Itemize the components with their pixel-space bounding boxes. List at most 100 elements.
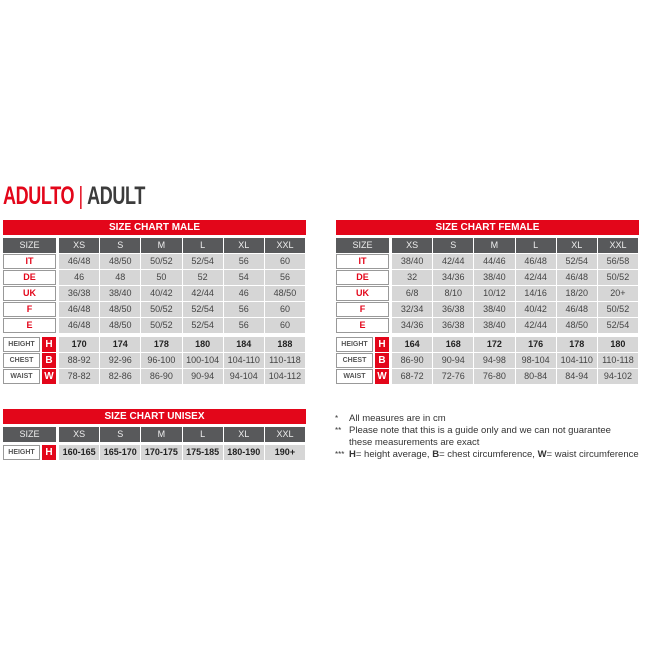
table-cell: 8/10 <box>433 286 474 301</box>
table-cell: 52 <box>182 270 223 285</box>
table-cell: 18/20 <box>556 286 597 301</box>
measure-key-badge: H <box>42 445 56 460</box>
table-cell: 86-90 <box>392 353 433 368</box>
country-label: IT <box>3 254 56 269</box>
table-cell: 38/40 <box>474 270 515 285</box>
chart-title: SIZE CHART UNISEX <box>3 409 306 424</box>
table-cell: 42/44 <box>515 318 556 333</box>
table-cell: 46 <box>223 286 264 301</box>
table-cell: 46/48 <box>59 318 100 333</box>
size-header-xxl: XXL <box>264 238 306 253</box>
country-label: E <box>336 318 389 333</box>
table-cell: 82-86 <box>100 369 141 384</box>
table-cell: 44/46 <box>474 254 515 269</box>
size-header: SIZE <box>336 238 389 253</box>
table-cell: 170-175 <box>141 445 182 460</box>
table-cell: 56 <box>264 270 306 285</box>
table-cell: 38/40 <box>474 302 515 317</box>
measure-label-group: HEIGHT H <box>3 445 56 460</box>
table-cell: 52/54 <box>556 254 597 269</box>
table-cell: 52/54 <box>182 318 223 333</box>
table-cell: 32 <box>392 270 433 285</box>
table-cell: 104-112 <box>264 369 306 384</box>
measure-label-group: WAIST W <box>336 369 389 384</box>
measure-key-badge: H <box>375 337 389 352</box>
size-header-xl: XL <box>223 427 264 442</box>
size-row-f: F 32/34 36/38 38/40 40/42 46/48 50/52 <box>336 302 639 317</box>
table-cell: 20+ <box>597 286 639 301</box>
country-label: DE <box>336 270 389 285</box>
country-label: UK <box>3 286 56 301</box>
table-cell: 48/50 <box>100 302 141 317</box>
table-cell: 32/34 <box>392 302 433 317</box>
size-row-uk: UK 6/8 8/10 10/12 14/16 18/20 20+ <box>336 286 639 301</box>
table-cell: 86-90 <box>141 369 182 384</box>
measure-row-height: HEIGHT H 160-165 165-170 170-175 175-185 180-1… <box>3 445 306 460</box>
size-header-s: S <box>100 238 141 253</box>
table-cell: 14/16 <box>515 286 556 301</box>
size-header-xl: XL <box>556 238 597 253</box>
size-header-m: M <box>474 238 515 253</box>
note-key-desc: = height average, <box>355 449 433 460</box>
table-cell: 56 <box>223 254 264 269</box>
table-cell: 110-118 <box>597 353 639 368</box>
measure-label-group: HEIGHT H <box>3 337 56 352</box>
table-cell: 164 <box>392 337 433 352</box>
size-row-e: E 46/48 48/50 50/52 52/54 56 60 <box>3 318 306 333</box>
size-row-uk: UK 36/38 38/40 40/42 42/44 46 48/50 <box>3 286 306 301</box>
table-cell: 38/40 <box>474 318 515 333</box>
size-header-l: L <box>182 238 223 253</box>
size-chart-female: SIZE CHART FEMALE SIZE XS S M L XL XXL IT 38/40 42… <box>336 220 639 385</box>
country-label: F <box>336 302 389 317</box>
table-cell: 96-100 <box>141 353 182 368</box>
table-cell: 72-76 <box>433 369 474 384</box>
table-cell: 176 <box>515 337 556 352</box>
note-marker: * <box>335 414 339 423</box>
heading-sub: ADULT <box>87 182 145 210</box>
table-cell: 88-92 <box>59 353 100 368</box>
table-cell: 165-170 <box>100 445 141 460</box>
table-cell: 46/48 <box>59 254 100 269</box>
table-cell: 188 <box>264 337 306 352</box>
size-header-l: L <box>515 238 556 253</box>
table-cell: 50/52 <box>141 302 182 317</box>
table-cell: 170 <box>59 337 100 352</box>
measure-label: WAIST <box>336 369 373 384</box>
measure-row-chest: CHEST B 88-92 92-96 96-100 100-104 104-110 110-… <box>3 353 306 368</box>
note-2: ** Please note that this is a guide only … <box>335 425 639 449</box>
header-row: SIZE XS S M L XL XXL <box>336 238 639 253</box>
size-header-xs: XS <box>59 238 100 253</box>
table-cell: 36/38 <box>433 302 474 317</box>
table-cell: 50/52 <box>141 318 182 333</box>
note-key: H <box>349 449 356 460</box>
measure-label-group: CHEST B <box>336 353 389 368</box>
size-header-l: L <box>182 427 223 442</box>
table-cell: 94-98 <box>474 353 515 368</box>
size-header-m: M <box>141 427 182 442</box>
note-marker: *** <box>335 450 345 459</box>
table-cell: 38/40 <box>392 254 433 269</box>
size-chart-unisex: SIZE CHART UNISEX SIZE XS S M L XL XXL HEIGHT H 16… <box>3 409 306 461</box>
note-3: *** H= height average, B= chest circumfer… <box>335 449 639 461</box>
table-cell: 48/50 <box>264 286 306 301</box>
table-cell: 184 <box>223 337 264 352</box>
table-cell: 56 <box>223 318 264 333</box>
table-cell: 52/54 <box>182 254 223 269</box>
measure-row-height: HEIGHT H 164 168 172 176 178 180 <box>336 337 639 352</box>
measure-label: CHEST <box>336 353 373 368</box>
measure-row-height: HEIGHT H 170 174 178 180 184 188 <box>3 337 306 352</box>
country-label: F <box>3 302 56 317</box>
table-cell: 90-94 <box>433 353 474 368</box>
measure-label: WAIST <box>3 369 40 384</box>
table-cell: 180 <box>182 337 223 352</box>
note-key: B <box>432 449 440 460</box>
size-header-m: M <box>141 238 182 253</box>
table-cell: 50 <box>141 270 182 285</box>
heading-separator: | <box>78 182 83 210</box>
note-text: All measures are in cm <box>349 413 446 424</box>
size-header-xl: XL <box>223 238 264 253</box>
country-label: E <box>3 318 56 333</box>
note-key: W <box>537 449 547 460</box>
table-cell: 10/12 <box>474 286 515 301</box>
table-cell: 84-94 <box>556 369 597 384</box>
